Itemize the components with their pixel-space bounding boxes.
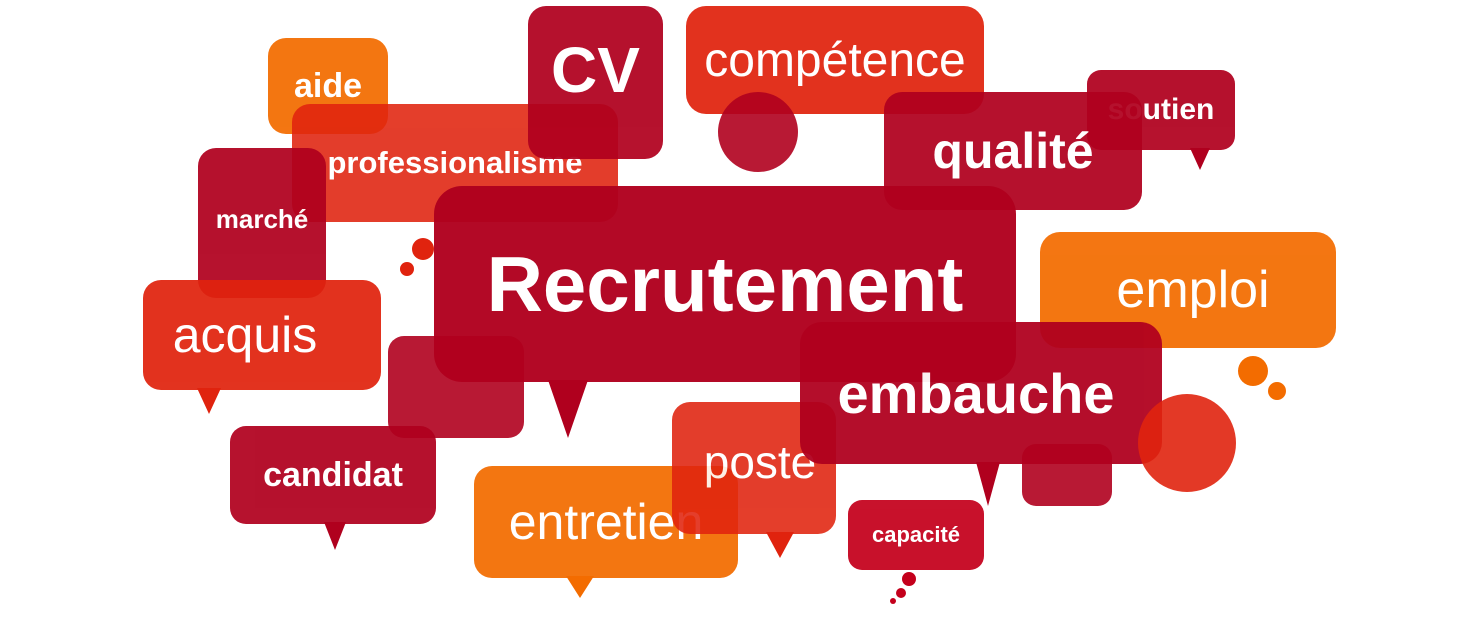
word-embauche: embauche xyxy=(837,361,1115,425)
tail-capacite-dot-3 xyxy=(890,598,896,604)
bubble-capacite: capacité xyxy=(848,500,984,570)
recrutement-dot-2 xyxy=(400,262,414,276)
word-capacite: capacité xyxy=(871,522,961,547)
tail-capacite-dot-2 xyxy=(896,588,906,598)
tail-candidat xyxy=(324,522,346,550)
bubble-cv: CV xyxy=(528,6,663,159)
tail-acquis xyxy=(197,388,221,414)
word-entretien: entretien xyxy=(508,494,704,550)
word-recrutement: Recrutement xyxy=(486,239,964,328)
word-candidat: candidat xyxy=(263,455,403,494)
word-acquis: acquis xyxy=(172,307,318,363)
word-competence: compétence xyxy=(704,33,966,87)
bubble-embauche: embauche xyxy=(800,322,1162,464)
tail-recrutement xyxy=(548,380,588,438)
tail-soutien xyxy=(1190,148,1210,170)
tail-emploi-dot-2 xyxy=(1268,382,1286,400)
bubble-acquis: acquis xyxy=(143,280,381,390)
tail-embauche xyxy=(976,462,1000,506)
bubble-poste: poste xyxy=(672,402,836,534)
bubble-marche: marché xyxy=(198,148,326,298)
tail-competence xyxy=(718,92,798,172)
bubble-candidat: candidat xyxy=(230,426,436,524)
tail-capacite-dot-1 xyxy=(902,572,916,586)
word-qualite: qualité xyxy=(932,123,1094,179)
tail-emploi-dot-1 xyxy=(1238,356,1268,386)
bubble-accent-left xyxy=(388,336,524,438)
word-aide: aide xyxy=(293,66,363,105)
word-cv: CV xyxy=(551,33,640,106)
word-emploi: emploi xyxy=(1116,261,1270,319)
tail-entretien xyxy=(566,576,594,598)
bubble-accent-right xyxy=(1022,444,1112,506)
bubble-round-right xyxy=(1138,394,1236,492)
word-marche: marché xyxy=(215,203,309,234)
tail-poste xyxy=(766,532,794,558)
recrutement-dot-1 xyxy=(412,238,434,260)
word-poste: poste xyxy=(703,436,817,488)
